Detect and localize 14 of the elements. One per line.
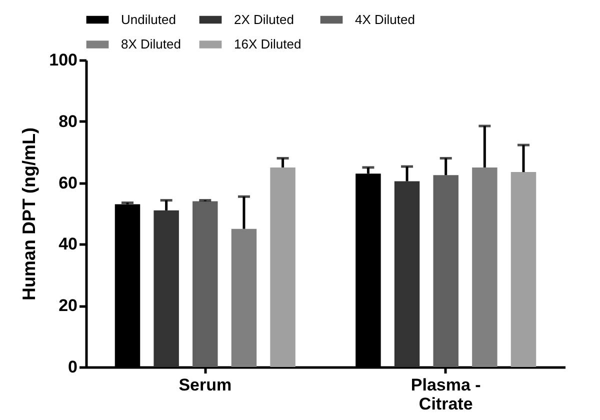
legend-label: 16X Diluted xyxy=(234,36,302,52)
x-tick-label: Serum xyxy=(178,376,232,394)
legend-label: 8X Diluted xyxy=(121,36,181,52)
legend-label: 4X Diluted xyxy=(355,12,415,27)
y-axis-title: Human DPT (ng/mL) xyxy=(19,128,40,300)
x-tick-label: Plasma - Citrate xyxy=(410,376,481,414)
y-tick-label: 80 xyxy=(58,112,78,131)
legend-label: Undiluted xyxy=(121,12,176,27)
legend-label: 2X Diluted xyxy=(234,12,294,27)
y-tick-label: 60 xyxy=(58,173,78,192)
y-tick-label: 20 xyxy=(58,296,78,316)
y-tick-label: 100 xyxy=(49,50,78,70)
y-tick-label: 40 xyxy=(58,234,78,254)
y-tick-label: 0 xyxy=(68,358,78,376)
